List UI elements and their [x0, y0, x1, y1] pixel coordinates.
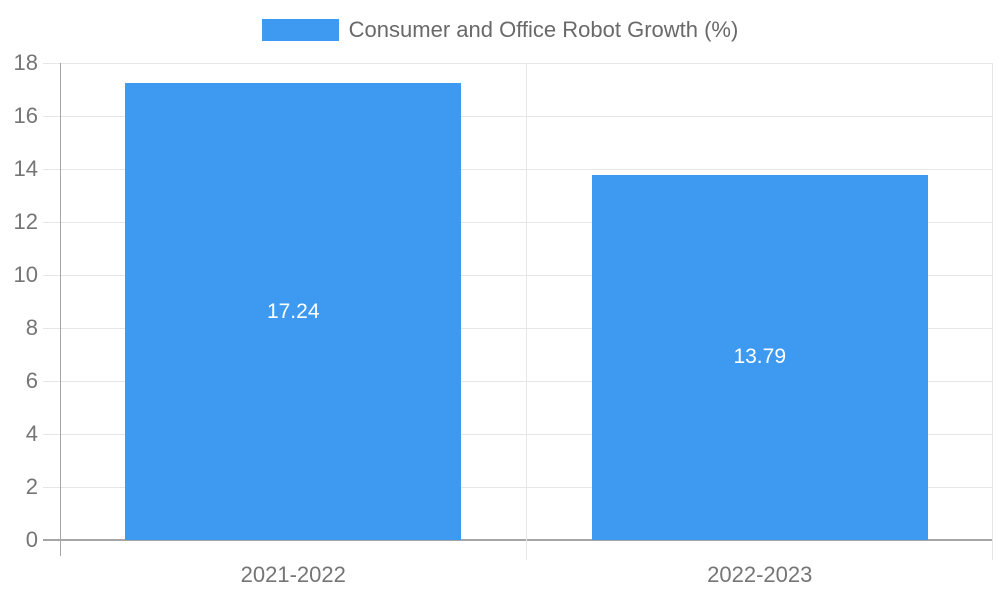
bar-value-label: 17.24	[266, 299, 320, 323]
plot-right-edge	[992, 63, 993, 560]
plot-area: 0 2 4 6 8 10 12 14 16 18 17.24 2021-2022 13.79 2022-2…	[14, 52, 993, 587]
x-axis-tick-label: 2021-2022	[240, 562, 346, 587]
y-axis-tick-label: 14	[13, 156, 38, 181]
bar-value-label: 13.79	[733, 345, 787, 369]
chart-legend[interactable]: Consumer and Office Robot Growth (%)	[0, 17, 1000, 43]
y-axis-line	[60, 63, 61, 556]
y-axis-tick-label: 12	[13, 209, 38, 234]
y-axis-tick-label: 4	[25, 421, 38, 446]
y-gridline	[43, 63, 993, 64]
bar-2022-2023[interactable]: 13.79	[591, 174, 928, 540]
bar-2021-2022[interactable]: 17.24	[125, 83, 462, 540]
y-axis-tick-label: 18	[13, 50, 38, 75]
y-axis-tick-label: 16	[13, 103, 38, 128]
legend-swatch	[261, 19, 339, 41]
y-axis-tick-label: 0	[25, 527, 38, 552]
legend-label: Consumer and Office Robot Growth (%)	[348, 17, 739, 42]
category-divider-line	[526, 63, 527, 560]
y-axis-tick-label: 2	[25, 474, 38, 499]
y-axis-tick-label: 8	[25, 315, 38, 340]
y-axis-tick-label: 6	[25, 368, 38, 393]
x-axis-tick-label: 2022-2023	[707, 562, 813, 587]
y-axis-tick-label: 10	[13, 262, 38, 287]
